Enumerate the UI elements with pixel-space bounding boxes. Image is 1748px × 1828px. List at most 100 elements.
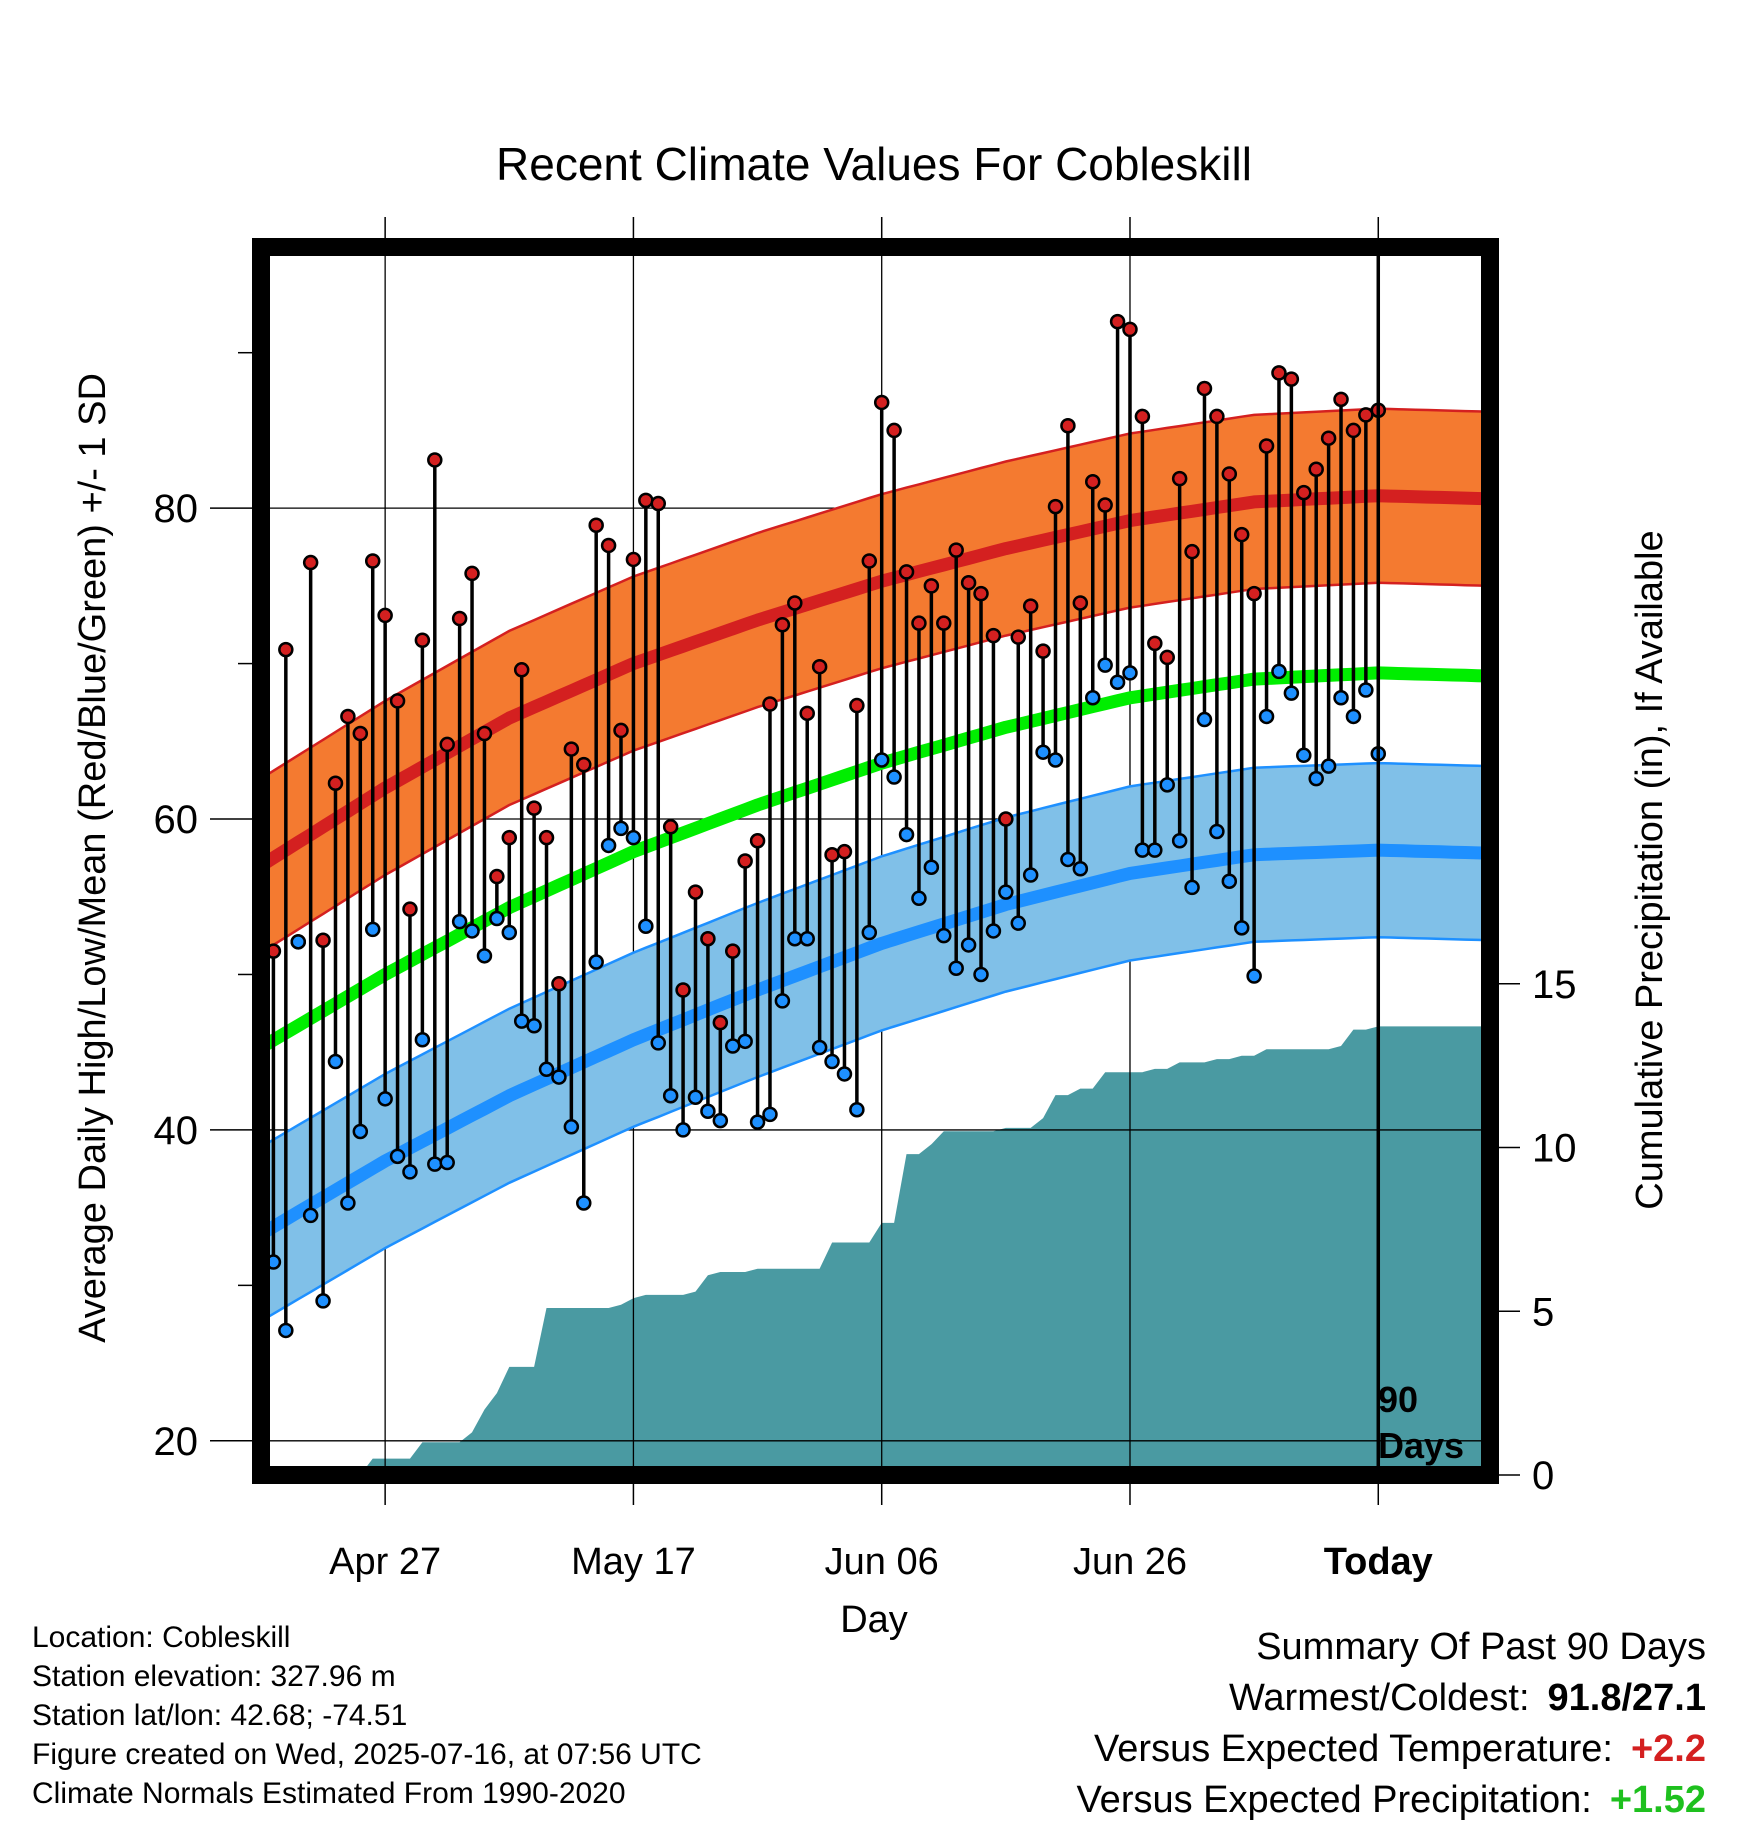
daily-high-point-89 [1358,407,1374,423]
daily-high-point-78 [1221,466,1238,482]
daily-low-point-9 [364,921,381,938]
daily-high-point-54 [923,578,940,594]
daily-low-point-86 [1320,758,1337,774]
high-band-upper-edge [261,407,1490,780]
daily-low-point-22 [526,1018,542,1034]
low-band-upper-edge [261,761,1490,1149]
daily-low-point-13 [414,1032,431,1048]
daily-high-point-86 [1320,430,1337,446]
daily-high-point-36 [700,930,716,947]
daily-low-point-87 [1333,690,1349,706]
daily-low-point-11 [389,1148,406,1165]
daily-low-point-70 [1122,665,1138,681]
daily-high-point-63 [1035,643,1051,659]
daily-high-point-68 [1097,497,1113,513]
daily-high-point-81 [1258,438,1275,454]
daily-high-point-71 [1134,408,1151,425]
daily-high-point-16 [451,610,468,627]
station-info: Location: Cobleskill Station elevation: … [32,1618,702,1813]
daily-low-point-80 [1246,968,1262,984]
daily-low-point-83 [1283,685,1300,701]
daily-high-point-70 [1122,321,1138,338]
daily-low-point-29 [613,820,629,837]
daily-high-point-10 [377,607,393,624]
y2-tick-label-0: 0 [1532,1454,1554,1498]
daily-low-point-5 [315,1293,331,1309]
daily-low-point-64 [1047,752,1064,768]
daily-low-point-26 [576,1195,592,1211]
daily-high-point-66 [1072,595,1089,611]
precip-anomaly-value: +1.52 [1609,1779,1706,1821]
daily-low-point-77 [1209,823,1225,840]
daily-low-point-46 [824,1053,840,1070]
x-tick-label-5: Today [1324,1541,1433,1583]
daily-high-point-17 [464,565,480,582]
daily-low-point-65 [1060,851,1076,868]
info-location: Location: Cobleskill [32,1621,291,1654]
summary-panel: Summary Of Past 90 Days Warmest/Coldest:… [1076,1622,1706,1826]
daily-low-point-75 [1184,879,1200,896]
daily-low-point-20 [501,924,518,941]
y2-tick-label-5: 5 [1532,1290,1554,1334]
daily-high-point-19 [489,868,505,885]
summary-precip-anomaly: Versus Expected Precipitation: +1.52 [1076,1775,1706,1826]
daily-high-point-12 [402,901,418,917]
summary-warmest-coldest: Warmest/Coldest: 91.8/27.1 [1076,1673,1706,1724]
daily-high-point-80 [1246,585,1262,602]
daily-low-point-27 [588,954,604,970]
daily-high-point-29 [613,722,629,739]
daily-high-point-79 [1233,526,1250,543]
daily-low-point-42 [774,993,791,1009]
daily-high-point-64 [1047,498,1064,515]
temp-anomaly-label: Versus Expected Temperature: [1094,1728,1613,1770]
daily-low-point-38 [724,1038,741,1054]
daily-high-point-27 [588,517,604,533]
daily-high-point-14 [427,452,443,468]
daily-high-point-49 [861,553,878,569]
daily-high-point-73 [1159,649,1175,666]
daily-high-point-57 [960,575,977,591]
daily-high-point-74 [1171,470,1188,487]
daily-high-point-59 [985,627,1002,644]
daily-low-point-40 [749,1114,766,1130]
summary-temp-anomaly: Versus Expected Temperature: +2.2 [1076,1724,1706,1775]
chart-title: Recent Climate Values For Cobleskill [496,138,1252,190]
x-tick-label-1: Apr 27 [329,1541,441,1583]
daily-low-point-88 [1345,708,1362,725]
daily-low-point-30 [625,829,642,846]
y-tick-label-60: 60 [154,798,199,842]
daily-high-point-42 [774,616,791,633]
daily-high-point-75 [1184,543,1200,560]
daily-high-point-11 [389,693,406,709]
daily-high-point-7 [340,708,356,725]
daily-low-point-23 [538,1061,555,1078]
daily-high-point-84 [1296,484,1312,501]
daily-high-point-65 [1060,418,1076,434]
daily-high-point-46 [824,847,840,863]
x-tick-label-3: Jun 06 [825,1541,939,1583]
daily-low-point-53 [911,890,927,907]
daily-low-point-55 [936,927,952,944]
daily-low-point-15 [439,1154,455,1171]
daily-high-point-22 [526,800,542,816]
summary-title: Summary Of Past 90 Days [1256,1626,1706,1668]
daily-high-point-47 [836,843,853,860]
plot-frame [252,238,1499,1484]
daily-low-point-21 [513,1013,530,1029]
daily-low-point-34 [675,1122,691,1138]
daily-low-point-32 [650,1035,667,1051]
daily-high-point-38 [724,943,741,959]
daily-high-point-41 [762,696,778,712]
daily-low-point-82 [1271,663,1287,680]
daily-high-point-18 [476,725,493,742]
axes-layer: Apr 27 May 17 Jun 06 Jun 26 Today 20 40 60 80 0 5 1… [154,217,1577,1583]
daily-low-point-63 [1035,744,1051,760]
daily-low-point-74 [1171,833,1188,849]
daily-high-point-45 [811,658,828,675]
y2-tick-label-10: 10 [1532,1127,1577,1171]
daily-high-point-25 [563,741,580,757]
daily-low-point-51 [886,769,902,785]
daily-high-point-61 [1010,629,1027,645]
y-tick-label-40: 40 [154,1109,199,1153]
x-tick-label-4: Jun 26 [1073,1541,1187,1583]
